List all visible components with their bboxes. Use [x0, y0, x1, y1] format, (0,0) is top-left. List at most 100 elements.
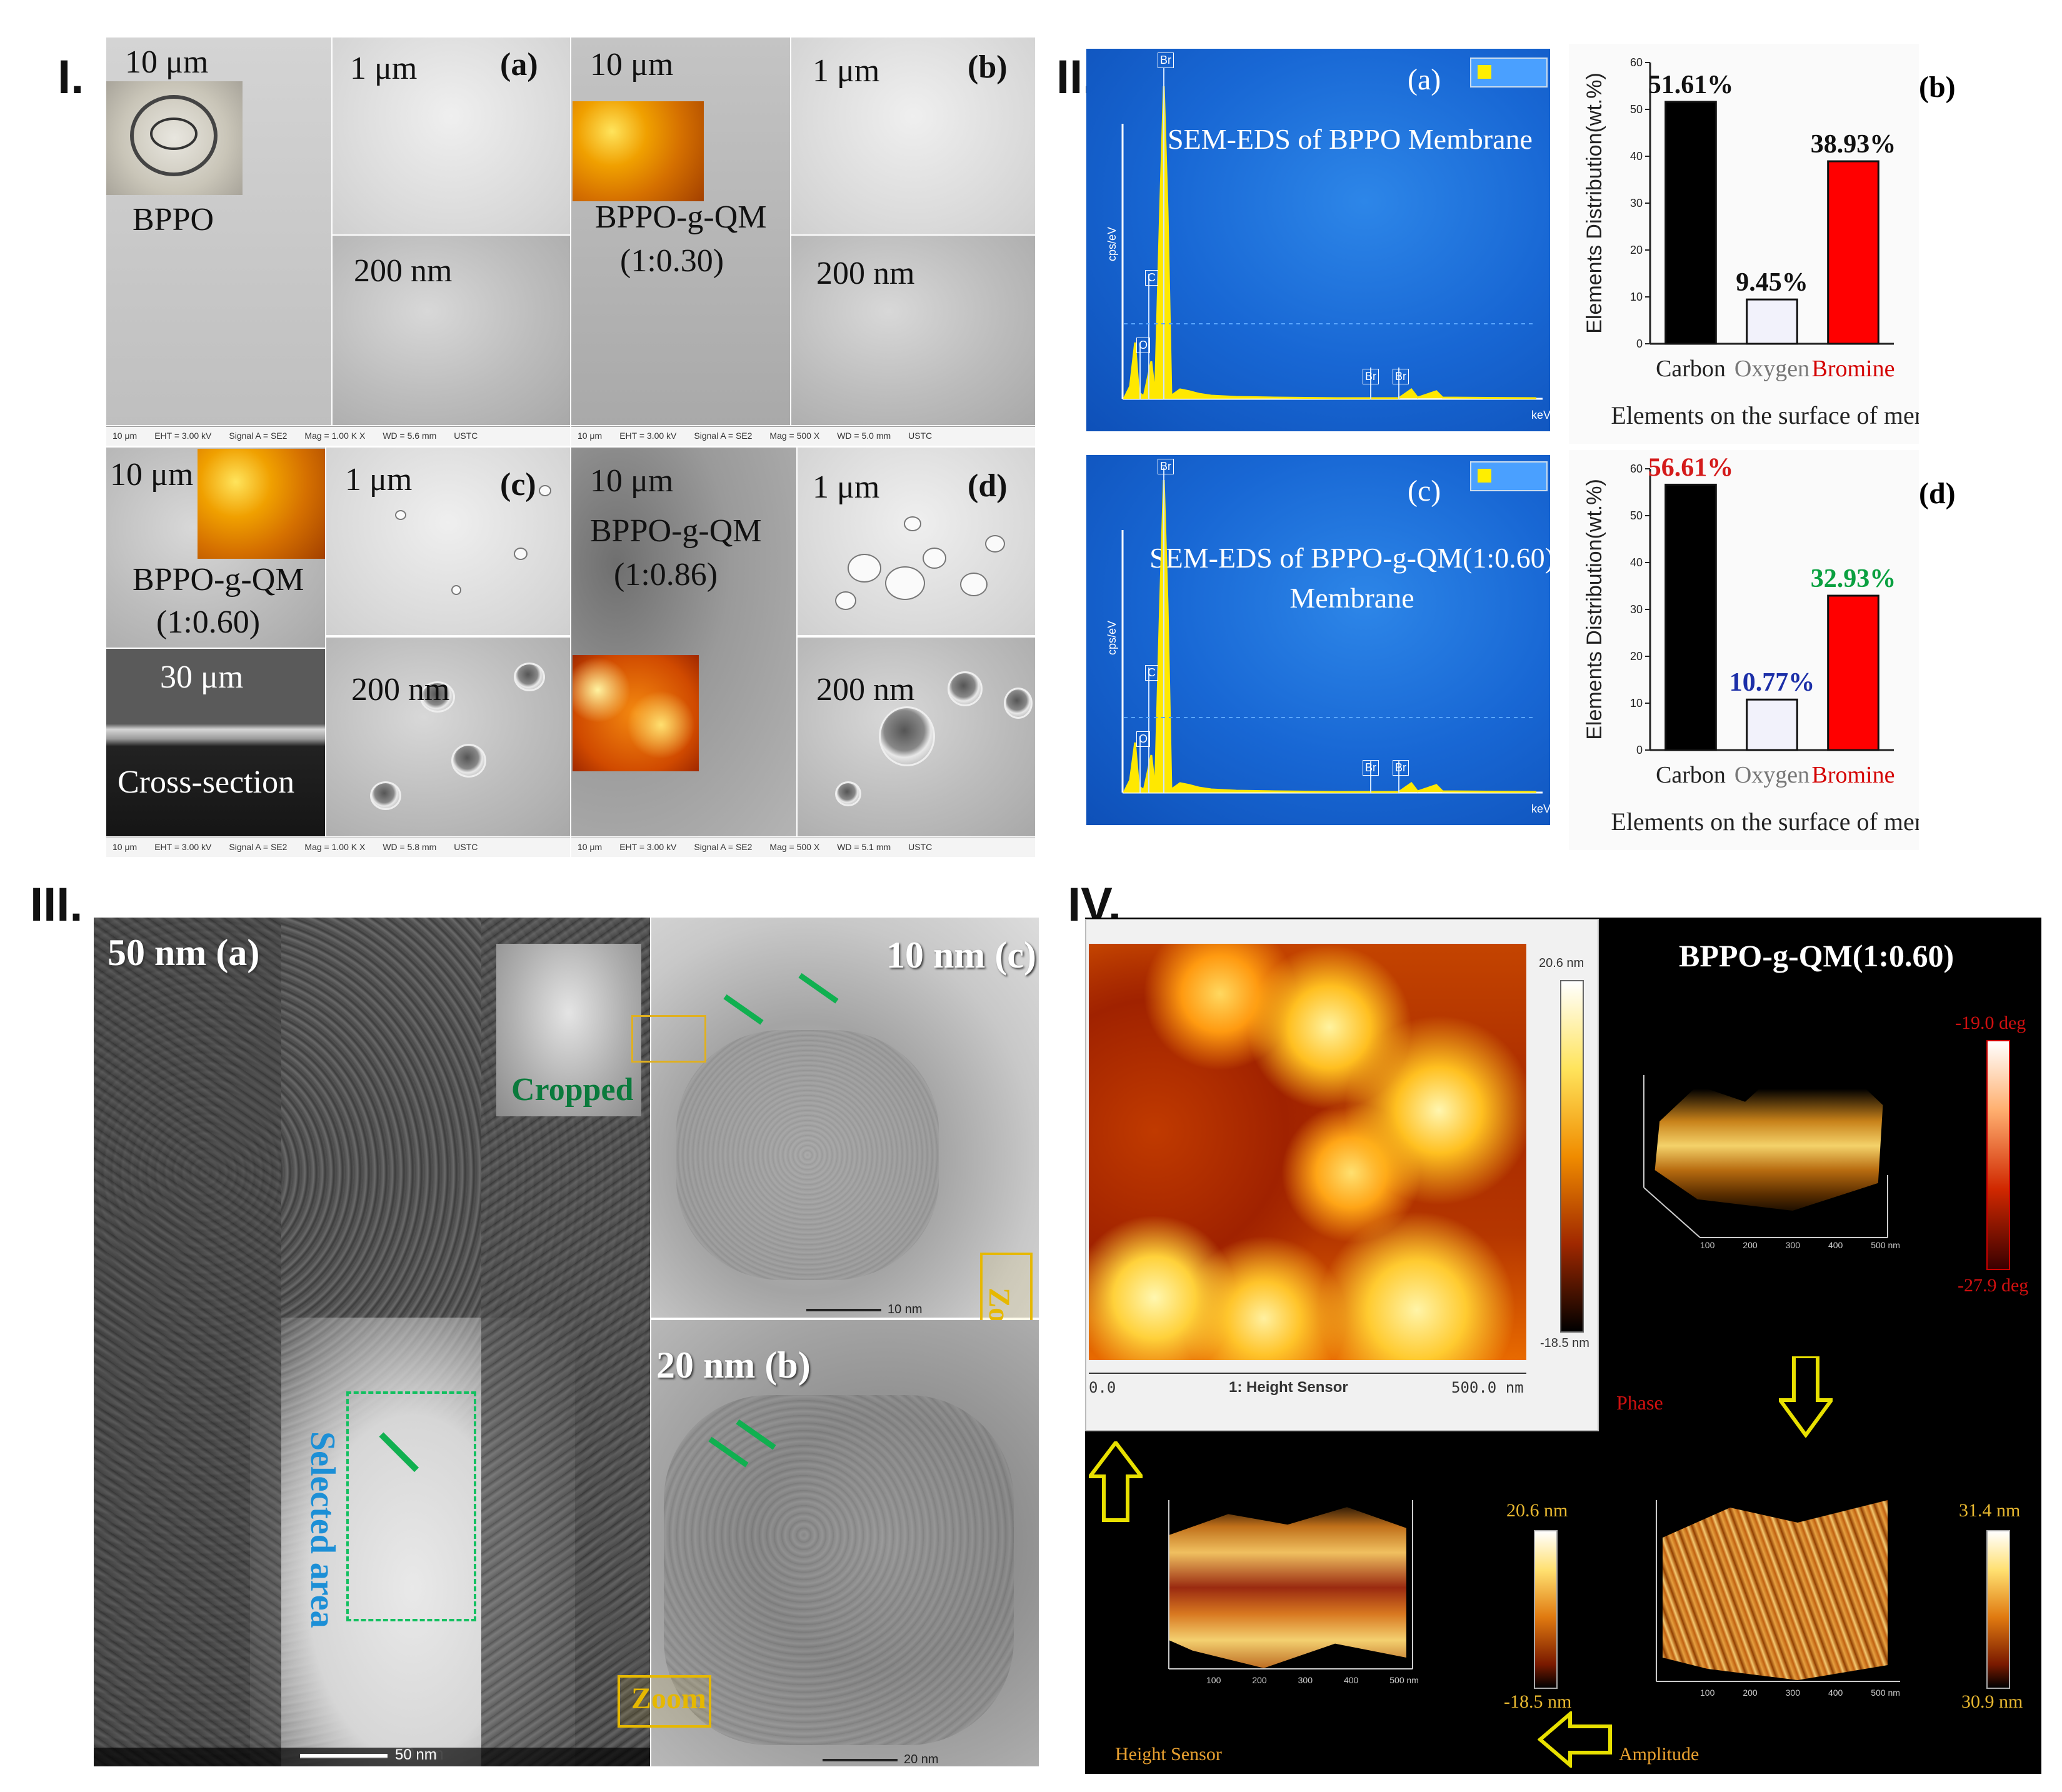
cross-section-label: Cross-section	[118, 764, 295, 800]
afm-phase-max: -19.0 deg	[1955, 1013, 2026, 1033]
afm-hs-max: 20.6 nm	[1506, 1500, 1568, 1521]
zoom-arrow-right-icon	[618, 1675, 711, 1728]
tile-b-name-1: BPPO-g-QM	[595, 199, 767, 235]
infobar-mag: Mag = 1.00 K X	[304, 431, 366, 441]
tick-label: 200	[1743, 1240, 1758, 1250]
afm-phase-colorbar	[1986, 1040, 2010, 1270]
sem-infobar-bottom-right: 10 μm EHT = 3.00 kV Signal A = SE2 Mag = 50…	[571, 838, 1035, 857]
large-pore	[879, 706, 935, 766]
tem-c-scale-label: 10 nm	[888, 1303, 923, 1316]
y-tick-label: 30	[1630, 197, 1643, 209]
bar-chart-d-svg: 0 10 20 30 40 50 60 56.61% Carbon 10.77% Oxygen 32.…	[1583, 453, 1919, 836]
tick-label: 500 nm	[1871, 1240, 1900, 1250]
afm-amp-colorbar	[1986, 1530, 2010, 1689]
small-pore	[395, 510, 406, 520]
large-pore	[1004, 688, 1033, 719]
bar-oxygen	[1746, 298, 1798, 345]
infobar-org: USTC	[908, 431, 933, 441]
y-tick-label: 40	[1630, 150, 1643, 163]
tem-a-dark-left	[94, 918, 281, 1766]
sem-tile-d-mid	[798, 448, 1035, 635]
cross-section-scale: 30 μm	[160, 659, 244, 695]
pore	[835, 591, 856, 610]
infobar-scale: 10 μm	[113, 431, 138, 441]
infobar-scale: 10 μm	[578, 842, 603, 852]
afm-inset-c	[198, 449, 325, 559]
category-label: Carbon	[1656, 762, 1726, 788]
bppo-photo-inset	[106, 81, 243, 195]
afm-amp-min: 30.9 nm	[1961, 1691, 2023, 1712]
small-pore	[451, 585, 461, 595]
small-pore	[539, 485, 551, 496]
tile-a-name: BPPO	[133, 202, 214, 238]
eds-c-title-2: Membrane	[1289, 582, 1414, 614]
tem-b-label: 20 nm (b)	[656, 1344, 811, 1386]
tick-label: 200	[1743, 1688, 1758, 1698]
category-label: Bromine	[1812, 356, 1895, 382]
small-pore	[514, 548, 528, 560]
x-axis-label: Elements on the surface of membrane	[1611, 808, 1919, 836]
tick-label: 300	[1785, 1688, 1800, 1698]
tile-a-scale-top: 10 μm	[125, 44, 209, 80]
tile-b-name-2: (1:0.30)	[620, 243, 724, 279]
category-label: Oxygen	[1734, 762, 1809, 788]
bar-chart-b: 0 10 20 30 40 50 60 51.61% Carbon 9.45% Oxygen 38.9…	[1569, 44, 1919, 444]
tile-c-name-2: (1:0.60)	[156, 604, 261, 640]
arrow-left-shape	[1537, 1709, 1612, 1769]
tile-d-scale-top: 10 μm	[590, 463, 674, 499]
large-pore	[835, 781, 861, 806]
sem-infobar-top-left: 10 μm EHT = 3.00 kV Signal A = SE2 Mag = 1.…	[106, 426, 570, 446]
eds-a-peak-o: O	[1136, 338, 1151, 353]
tile-c-scale-mid: 1 μm	[345, 462, 413, 498]
y-axis-label: Elements Distribution(wt.%)	[1583, 73, 1606, 334]
tem-b-scale-bar	[823, 1759, 898, 1761]
tile-d-name-2: (1:0.86)	[614, 557, 718, 593]
sem-tile-c-mid	[326, 448, 570, 635]
afm-height-axis-caption: 1: Height Sensor	[1229, 1379, 1348, 1396]
tile-a-scale-mid: 1 μm	[350, 51, 418, 86]
pore	[848, 554, 881, 583]
bar-value-label: 10.77%	[1729, 668, 1815, 697]
eds-a-peak-c: C	[1145, 270, 1158, 286]
selected-area-label: Selected area	[303, 1431, 342, 1628]
y-tick-label: 40	[1630, 556, 1643, 569]
eds-c-peak-br: Br	[1158, 459, 1174, 474]
infobar-mag: Mag = 500 X	[769, 842, 820, 852]
tile-a-tag: (a)	[500, 47, 538, 83]
infobar-eht: EHT = 3.00 kV	[154, 431, 212, 441]
infobar-wd: WD = 5.1 mm	[837, 842, 891, 852]
sem-tile-c-low	[326, 638, 570, 836]
tem-b-lattice	[664, 1395, 1014, 1745]
tile-d-scale-mid: 1 μm	[813, 469, 880, 505]
large-pore	[514, 663, 545, 691]
eds-a-peak-br: Br	[1363, 369, 1379, 384]
x-axis-label: Elements on the surface of membrane	[1611, 401, 1919, 429]
cropped-inset	[496, 944, 641, 1116]
pore	[960, 573, 988, 596]
y-tick-label: 30	[1630, 603, 1643, 616]
sem-infobar-top-right: 10 μm EHT = 3.00 kV Signal A = SE2 Mag = 50…	[571, 426, 1035, 446]
eds-a-peak-br: Br	[1158, 53, 1174, 68]
afm-height-axis-line	[1089, 1373, 1526, 1374]
bar-value-label: 51.61%	[1648, 71, 1734, 99]
eds-c-peak-br: Br	[1363, 760, 1379, 776]
large-pore	[370, 781, 401, 810]
y-axis-label: Elements Distribution(wt.%)	[1583, 479, 1606, 740]
afm-hs-min: -18.5 nm	[1504, 1691, 1572, 1712]
infobar-scale: 10 μm	[578, 431, 603, 441]
afm-hs-label: Height Sensor	[1115, 1744, 1222, 1764]
bar-value-label: 38.93%	[1811, 130, 1896, 159]
sem-tile-a-mid	[333, 38, 570, 234]
membrane-inner-ring	[150, 118, 198, 150]
y-tick-label: 60	[1630, 56, 1643, 69]
membrane-disc	[130, 95, 218, 176]
y-tick-label: 0	[1636, 744, 1643, 756]
category-label: Oxygen	[1734, 356, 1809, 382]
cross-section-image	[106, 649, 325, 836]
tile-c-tag: (c)	[500, 467, 536, 503]
eds-a-yaxis-label: cps/eV	[1106, 226, 1119, 262]
arrow-up-icon	[1086, 1439, 1146, 1523]
afm-phase-3d	[1654, 1069, 1883, 1211]
sem-tile-d-low	[798, 638, 1035, 836]
afm-phase-min: -27.9 deg	[1958, 1275, 2029, 1296]
